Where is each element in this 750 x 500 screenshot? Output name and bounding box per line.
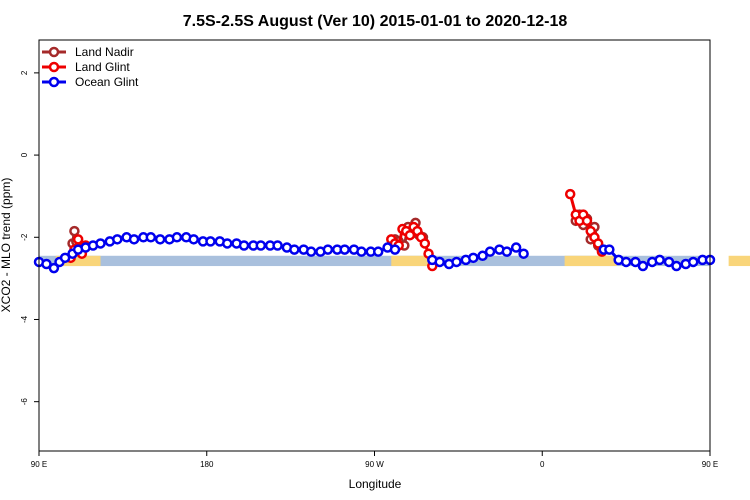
ocean-band	[39, 255, 710, 267]
data-point	[484, 246, 496, 257]
x-tick-label: 90 E	[31, 460, 47, 469]
legend-swatch-marker	[48, 46, 60, 58]
y-axis-label: XCO2 - MLO trend (ppm)	[0, 178, 13, 313]
data-point	[322, 244, 334, 255]
data-point	[112, 234, 123, 245]
y-tick-label: 2	[20, 70, 29, 75]
x-tick-label: 90 W	[365, 460, 384, 469]
data-point	[592, 238, 604, 249]
land-band	[391, 255, 437, 267]
land-band	[564, 255, 617, 267]
y-tick-label: -6	[20, 398, 29, 406]
legend-item: Land Glint	[42, 60, 130, 74]
y-tick-label: -4	[20, 315, 29, 323]
x-axis-label: Longitude	[349, 477, 402, 491]
data-point	[630, 256, 641, 268]
data-point	[604, 244, 615, 255]
data-point	[581, 215, 593, 227]
legend-item: Ocean Glint	[42, 75, 139, 89]
x-tick-label: 90 E	[702, 460, 718, 469]
data-point	[404, 229, 416, 241]
data-point	[41, 258, 52, 270]
data-point	[564, 188, 576, 200]
data-point	[238, 240, 250, 251]
surface-band	[39, 255, 750, 267]
y-tick-label: -2	[20, 233, 29, 241]
data-point	[434, 256, 445, 268]
x-axis: 90 E 180 90 W 0 90 E	[31, 451, 718, 469]
data-point	[339, 244, 350, 255]
chart-title: 7.5S-2.5S August (Ver 10) 2015-01-01 to …	[183, 13, 568, 30]
y-tick-label: 0	[20, 152, 29, 157]
data-point	[389, 244, 401, 255]
data-point	[289, 244, 300, 255]
data-point	[637, 260, 649, 272]
data-point	[145, 232, 157, 243]
data-point	[654, 254, 665, 266]
x-tick-label: 0	[540, 460, 545, 469]
data-point	[69, 225, 80, 237]
legend-swatch-marker	[48, 61, 60, 73]
series-ocean-glint	[33, 232, 716, 274]
legend-swatch-marker	[48, 76, 60, 88]
data-point	[205, 236, 216, 247]
data-point	[305, 246, 317, 257]
legend-label: Land Nadir	[75, 45, 134, 59]
data-point	[419, 238, 431, 249]
data-point	[663, 256, 675, 268]
data-point	[222, 238, 233, 249]
data-point	[687, 256, 699, 268]
data-point	[501, 246, 513, 257]
legend-label: Ocean Glint	[75, 75, 139, 89]
data-point	[188, 234, 199, 245]
data-point	[154, 234, 166, 245]
x-tick-label: 180	[200, 460, 214, 469]
data-point	[59, 252, 71, 264]
data-point	[451, 256, 462, 268]
land-band	[728, 255, 750, 267]
data-point	[477, 250, 488, 262]
data-point	[671, 260, 682, 272]
data-point	[620, 256, 632, 268]
data-point	[372, 246, 384, 257]
data-point	[356, 246, 367, 257]
data-point	[95, 238, 106, 249]
data-point	[171, 232, 183, 243]
data-point	[510, 242, 522, 253]
data-point	[468, 252, 479, 264]
y-axis: 2 0 -2 -4 -6	[20, 70, 39, 405]
series-layer	[33, 188, 716, 274]
data-point	[255, 240, 267, 251]
data-point	[48, 262, 60, 274]
data-point	[72, 234, 84, 245]
legend-item: Land Nadir	[42, 45, 134, 59]
data-point	[518, 248, 529, 259]
data-point	[128, 234, 140, 245]
land-band	[55, 255, 101, 267]
data-point	[272, 240, 283, 251]
legend-label: Land Glint	[75, 60, 130, 74]
